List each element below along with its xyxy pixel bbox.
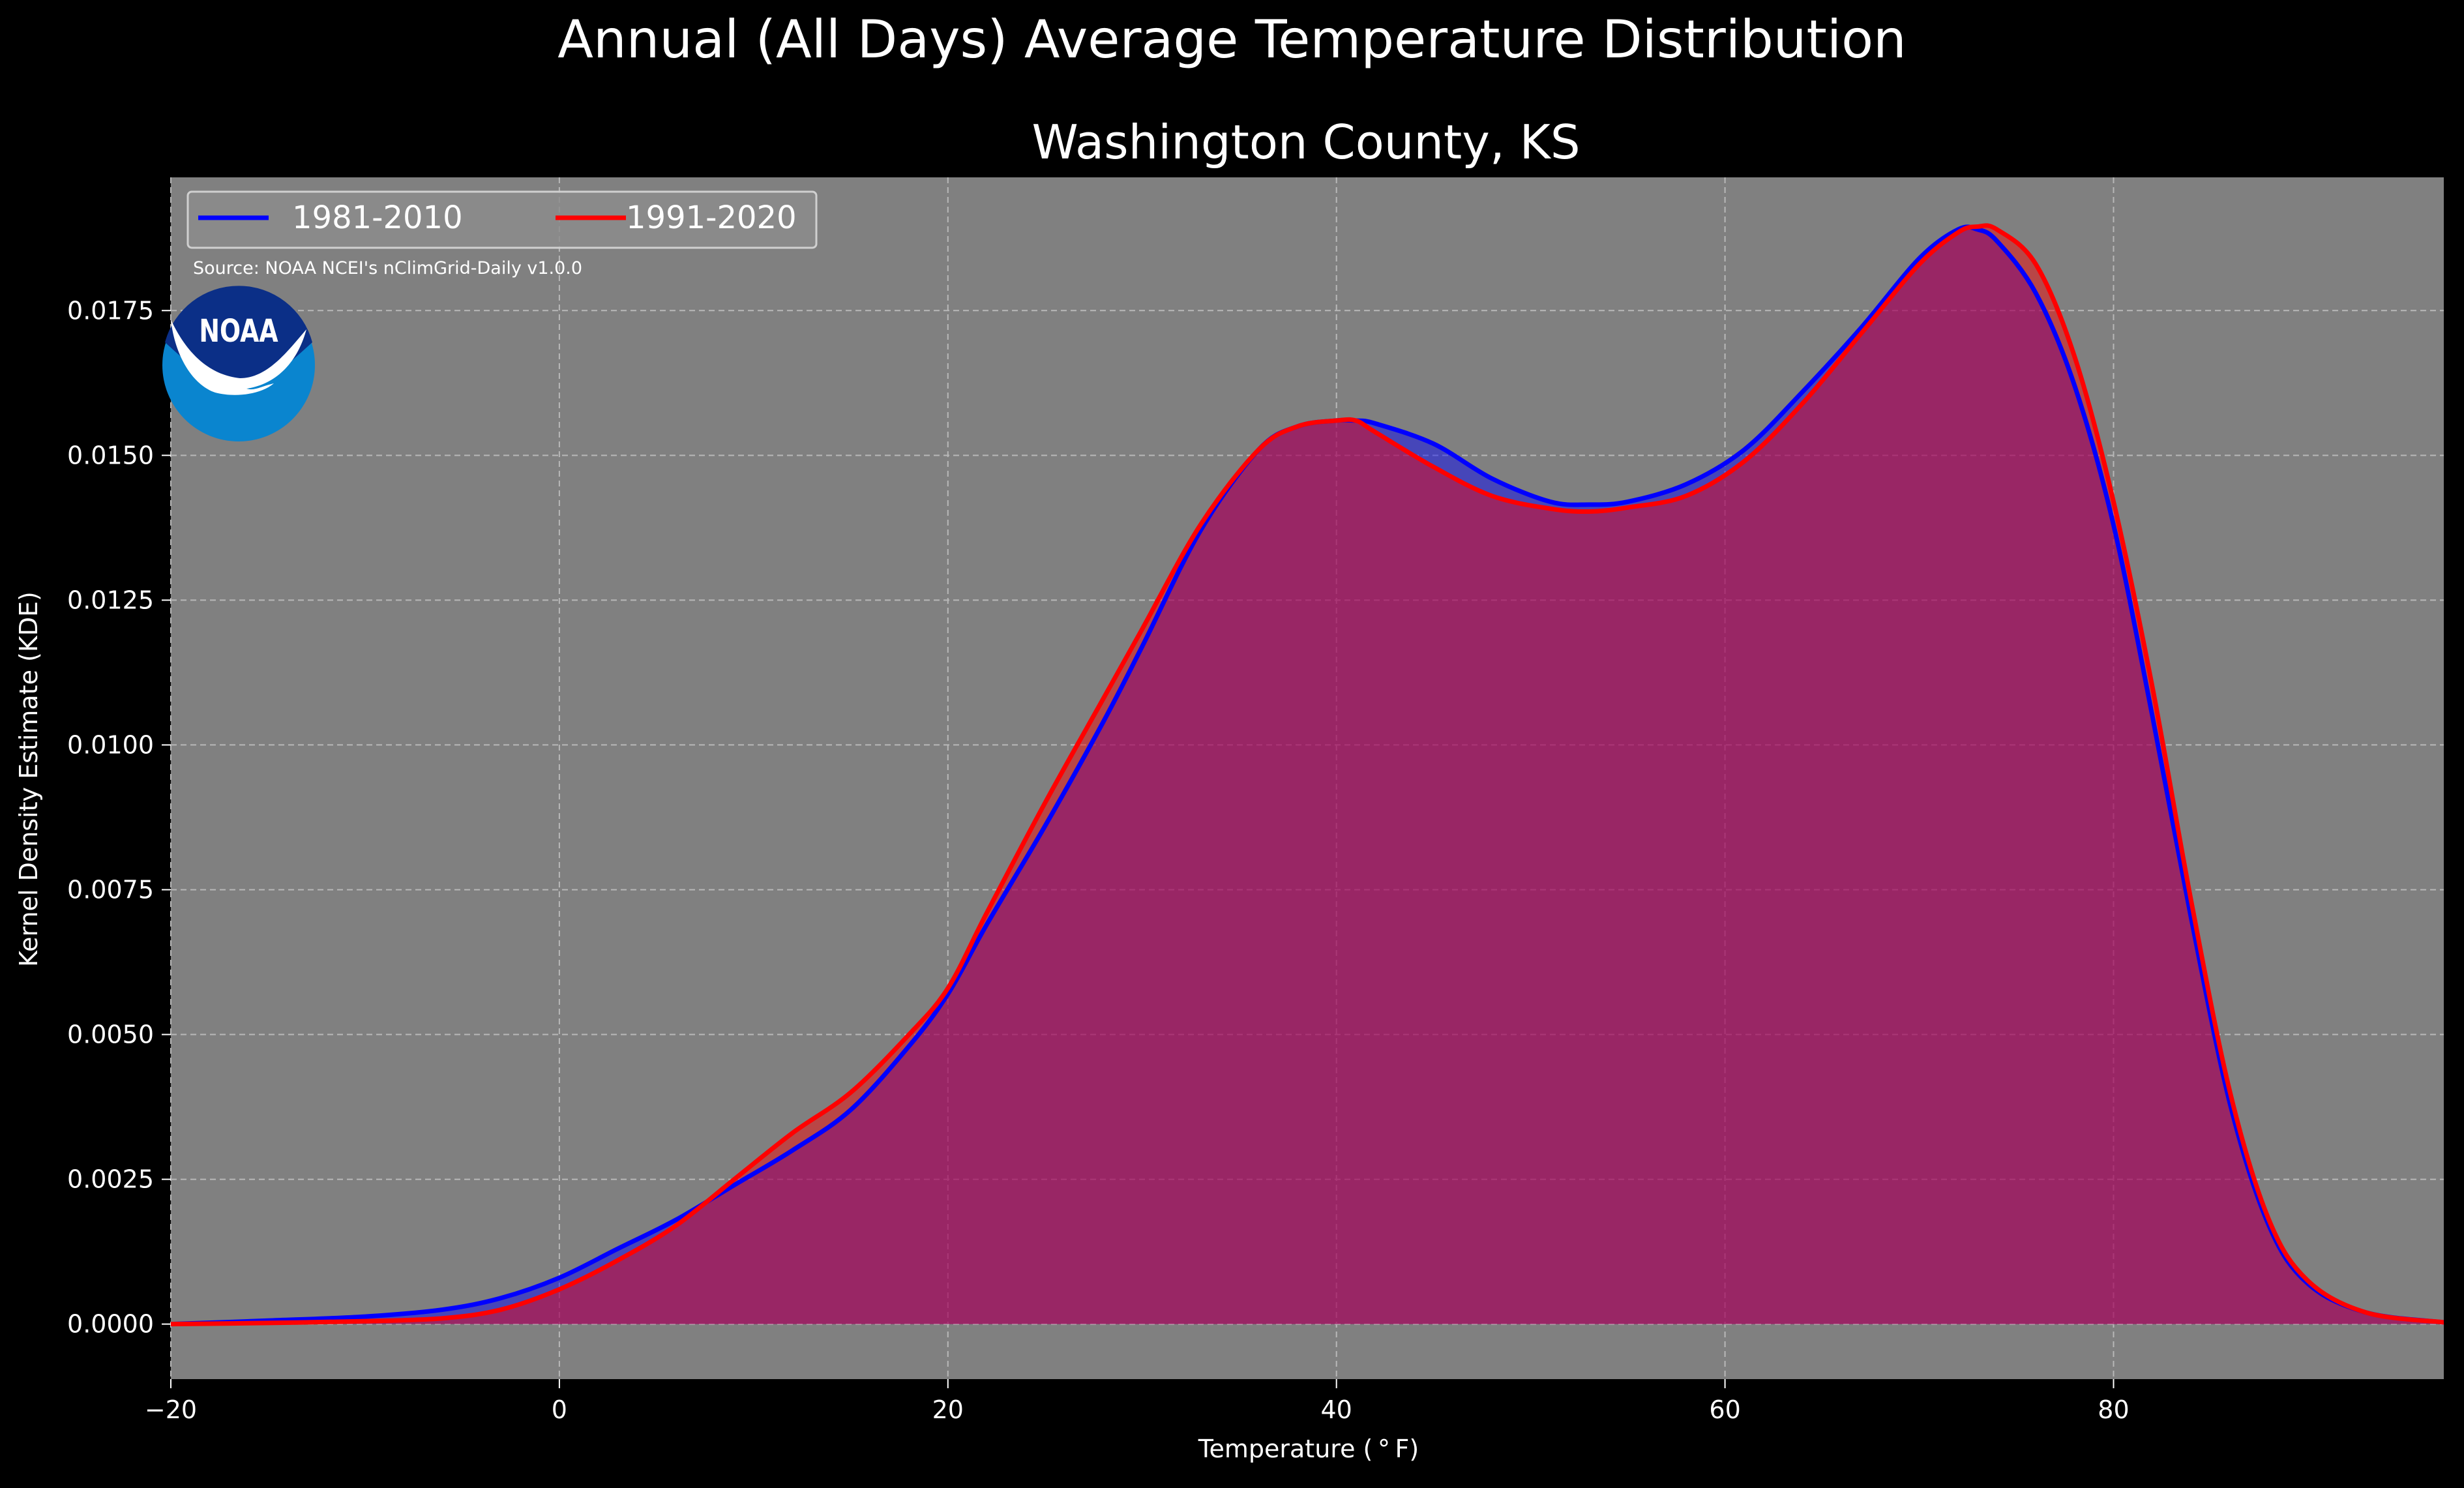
area-1981-2010 (171, 226, 2444, 1324)
series-layer (171, 223, 2444, 1327)
y-tick-label: 0.0175 (67, 296, 154, 325)
grid-lines (170, 177, 2444, 1379)
legend-label-1981-2010: 1981-2010 (292, 200, 463, 236)
y-tick-label: 0.0100 (67, 730, 154, 759)
y-tick-label: 0.0025 (67, 1165, 154, 1194)
x-tick-label: −20 (145, 1395, 197, 1424)
x-tick-label: 0 (552, 1395, 567, 1424)
x-tick-label: 40 (1321, 1395, 1352, 1424)
line-1991-2020 (171, 223, 2444, 1327)
y-tick-label: 0.0000 (67, 1310, 154, 1339)
chart-title: Annual (All Days) Average Temperature Di… (557, 9, 1906, 70)
area-1991-2020 (171, 225, 2444, 1324)
line-1981-2010 (171, 224, 2444, 1327)
y-axis-label: Kernel Density Estimate (KDE) (14, 591, 43, 967)
y-tick-label: 0.0050 (67, 1020, 154, 1049)
x-tick-label: 60 (1709, 1395, 1740, 1424)
y-tick-label: 0.0075 (67, 875, 154, 904)
legend-label-1991-2020: 1991-2020 (626, 200, 797, 236)
x-tick-label: 20 (932, 1395, 964, 1424)
legend: 1981-2010 1991-2020 (186, 190, 818, 249)
x-tick-label: 80 (2098, 1395, 2129, 1424)
noaa-logo-gull (171, 320, 306, 395)
legend-box (186, 190, 818, 249)
x-axis: −20 0 20 40 60 80 (145, 1379, 2130, 1424)
chart-subtitle: Washington County, KS (1032, 115, 1580, 170)
source-note: Source: NOAA NCEI's nClimGrid-Daily v1.0… (193, 258, 582, 278)
noaa-logo: NOAA (162, 286, 315, 441)
y-axis: 0.0000 0.0025 0.0050 0.0075 0.0100 0.0125 0.01… (67, 296, 171, 1339)
noaa-logo-top (165, 286, 312, 386)
y-tick-label: 0.0125 (67, 586, 154, 614)
x-axis-label: Temperature ( ° F) (1198, 1435, 1419, 1463)
noaa-logo-text: NOAA (199, 314, 278, 350)
y-tick-label: 0.0150 (67, 441, 154, 469)
